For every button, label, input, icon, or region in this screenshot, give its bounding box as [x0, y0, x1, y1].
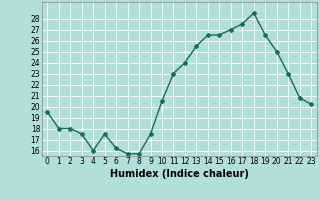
- X-axis label: Humidex (Indice chaleur): Humidex (Indice chaleur): [110, 169, 249, 179]
